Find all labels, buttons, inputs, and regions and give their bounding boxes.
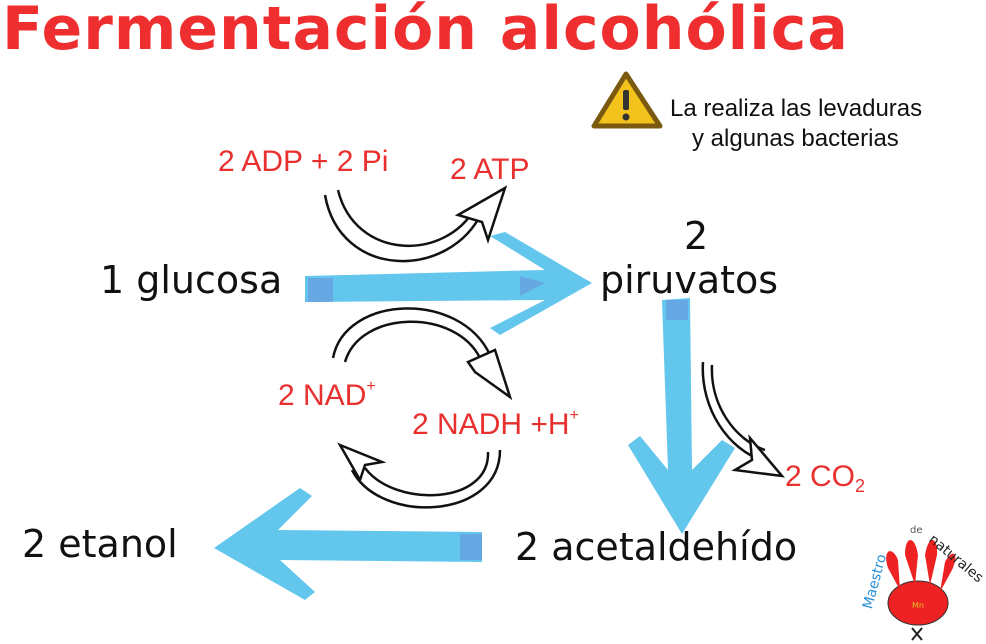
page-title: Fermentación alcohólica — [2, 0, 849, 64]
arrow-adp-to-atp — [323, 185, 508, 263]
label-pyruvate: piruvatos — [600, 258, 779, 302]
label-atp: 2 ATP — [450, 153, 530, 186]
logo: Mn Maestro de naturales — [860, 525, 986, 641]
label-acetaldehyde: 2 acetaldehído — [515, 525, 798, 569]
co2-text: 2 CO — [785, 460, 856, 493]
arrow-glucose-to-pyruvate — [305, 232, 592, 335]
note-line-2: y algunas bacterias — [692, 125, 899, 152]
arrow-nadh-to-nad — [337, 442, 502, 509]
nad-text: 2 NAD — [278, 379, 367, 412]
label-nadh: 2 NADH +H+ — [412, 407, 579, 442]
note-line-1: La realiza las levaduras — [670, 95, 923, 122]
co2-subscript: 2 — [855, 476, 866, 496]
svg-text:de: de — [910, 525, 923, 536]
label-ethanol: 2 etanol — [22, 522, 178, 566]
nad-charge: + — [366, 378, 376, 395]
nadh-charge: + — [569, 407, 579, 424]
svg-text:Maestro: Maestro — [860, 553, 890, 611]
arrow-nad-to-nadh — [331, 307, 513, 401]
label-co2: 2 CO2 — [785, 460, 865, 497]
label-pyruvate-count: 2 — [684, 214, 709, 258]
arrow-pyruvate-to-co2 — [701, 361, 786, 478]
arrow-acetaldehyde-to-ethanol — [214, 488, 482, 600]
warning-icon — [591, 71, 663, 129]
svg-text:Mn: Mn — [912, 601, 924, 610]
label-nad: 2 NAD+ — [278, 378, 376, 413]
nadh-text: 2 NADH +H — [412, 408, 570, 441]
arrow-pyruvate-to-acetaldehyde — [628, 298, 735, 534]
label-adp: 2 ADP + 2 Pi — [218, 145, 389, 178]
label-glucose: 1 glucosa — [100, 258, 283, 302]
